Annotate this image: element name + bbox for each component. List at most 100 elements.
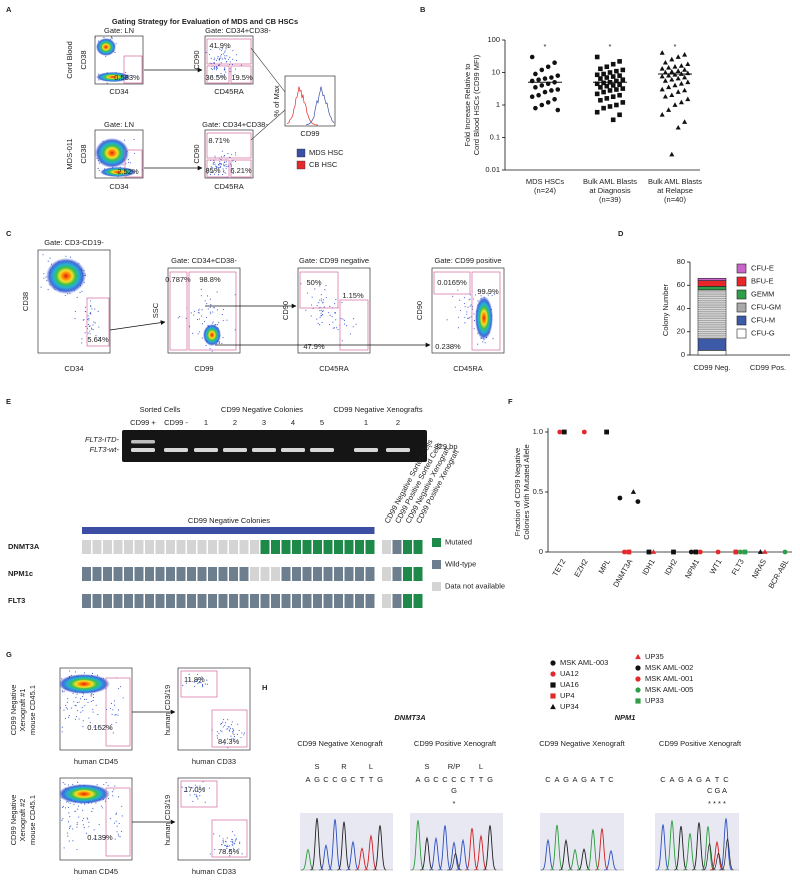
point bbox=[601, 71, 606, 77]
y-tick-label: 0.5 bbox=[533, 487, 543, 496]
event-dot bbox=[220, 75, 222, 78]
event-dot bbox=[210, 57, 212, 59]
legend-label: Mutated bbox=[445, 537, 472, 546]
event-dot bbox=[216, 291, 218, 293]
event-dot bbox=[194, 793, 196, 796]
status-cell bbox=[155, 540, 165, 554]
status-cell bbox=[334, 567, 343, 581]
event-dot bbox=[232, 167, 234, 170]
event-dot bbox=[64, 807, 67, 809]
legend-swatch bbox=[736, 263, 747, 274]
event-dot bbox=[223, 169, 225, 171]
gate bbox=[206, 132, 252, 159]
event-dot bbox=[234, 834, 236, 836]
event-dot bbox=[197, 318, 199, 320]
label: MDS-011 bbox=[65, 138, 74, 169]
event-dot bbox=[200, 288, 202, 290]
event-dot bbox=[64, 783, 66, 785]
status-cell bbox=[113, 594, 123, 608]
event-dot bbox=[72, 840, 74, 842]
gel-band bbox=[310, 448, 334, 452]
point bbox=[594, 91, 600, 97]
event-dot bbox=[317, 322, 319, 324]
event-dot bbox=[119, 836, 121, 838]
event-dot bbox=[230, 724, 232, 726]
point bbox=[598, 76, 603, 81]
event-dot bbox=[73, 701, 75, 703]
event-dot bbox=[216, 47, 218, 49]
event-dot bbox=[74, 318, 76, 320]
status-cell bbox=[208, 567, 217, 581]
gate bbox=[188, 271, 237, 351]
event-dot bbox=[202, 781, 204, 783]
event-dot bbox=[213, 161, 215, 163]
event-dot bbox=[228, 729, 230, 731]
x-tick-label: IDH2 bbox=[663, 557, 679, 576]
event-dot bbox=[90, 311, 92, 313]
event-dot bbox=[223, 154, 226, 157]
event-dot bbox=[112, 732, 114, 734]
event-dot bbox=[88, 319, 90, 321]
event-dot bbox=[72, 828, 74, 830]
label: CD90 bbox=[192, 50, 201, 69]
legend-marker bbox=[635, 665, 641, 671]
event-dot bbox=[319, 324, 321, 326]
gate bbox=[105, 677, 131, 747]
event-dot bbox=[115, 812, 117, 814]
event-dot bbox=[127, 159, 129, 161]
event-dot bbox=[223, 163, 225, 165]
event-dot bbox=[457, 289, 459, 291]
event-dot bbox=[223, 718, 225, 721]
point bbox=[614, 68, 619, 74]
event-dot bbox=[235, 54, 237, 56]
base: A bbox=[687, 775, 692, 784]
event-dot bbox=[84, 705, 86, 707]
event-dot bbox=[466, 313, 468, 315]
status-cell bbox=[82, 567, 91, 581]
event-dot bbox=[221, 731, 223, 733]
point bbox=[675, 124, 681, 130]
event-dot bbox=[343, 323, 346, 325]
point bbox=[617, 82, 622, 88]
label: CD34 bbox=[64, 364, 83, 373]
event-dot bbox=[214, 57, 216, 59]
label: 17.0% bbox=[184, 785, 206, 794]
event-dot bbox=[91, 308, 93, 310]
event-dot bbox=[199, 785, 201, 787]
x-tick-label: CD99 Pos. bbox=[750, 363, 786, 372]
event-dot bbox=[319, 306, 321, 308]
event-dot bbox=[224, 50, 226, 52]
event-dot bbox=[69, 816, 71, 818]
event-dot bbox=[91, 811, 93, 813]
status-cell bbox=[392, 594, 402, 608]
label: CD99 bbox=[300, 129, 319, 138]
point bbox=[715, 549, 721, 555]
event-dot bbox=[84, 332, 86, 334]
gene-label: FLT3 bbox=[8, 596, 25, 605]
event-dot bbox=[78, 816, 80, 818]
event-dot bbox=[63, 690, 65, 692]
event-dot bbox=[227, 747, 229, 749]
event-dot bbox=[66, 708, 68, 710]
gate bbox=[339, 299, 369, 351]
trace-peak bbox=[664, 820, 679, 871]
base: G bbox=[696, 775, 702, 784]
point bbox=[682, 52, 688, 57]
event-dot bbox=[224, 722, 226, 724]
label: Xenograft #2 bbox=[18, 799, 27, 842]
event-dot bbox=[234, 843, 236, 845]
event-dot bbox=[452, 295, 454, 297]
point bbox=[533, 71, 538, 77]
trace-peak bbox=[447, 841, 461, 871]
point bbox=[539, 67, 545, 73]
gene-title: DNMT3A bbox=[394, 713, 425, 722]
point bbox=[533, 85, 538, 90]
base: T bbox=[360, 775, 365, 784]
event-dot bbox=[225, 161, 227, 163]
label: 1 bbox=[364, 418, 368, 427]
point bbox=[675, 75, 681, 81]
event-dot bbox=[196, 673, 199, 675]
point bbox=[666, 84, 672, 90]
legend-swatch bbox=[736, 276, 747, 287]
point bbox=[549, 88, 554, 93]
